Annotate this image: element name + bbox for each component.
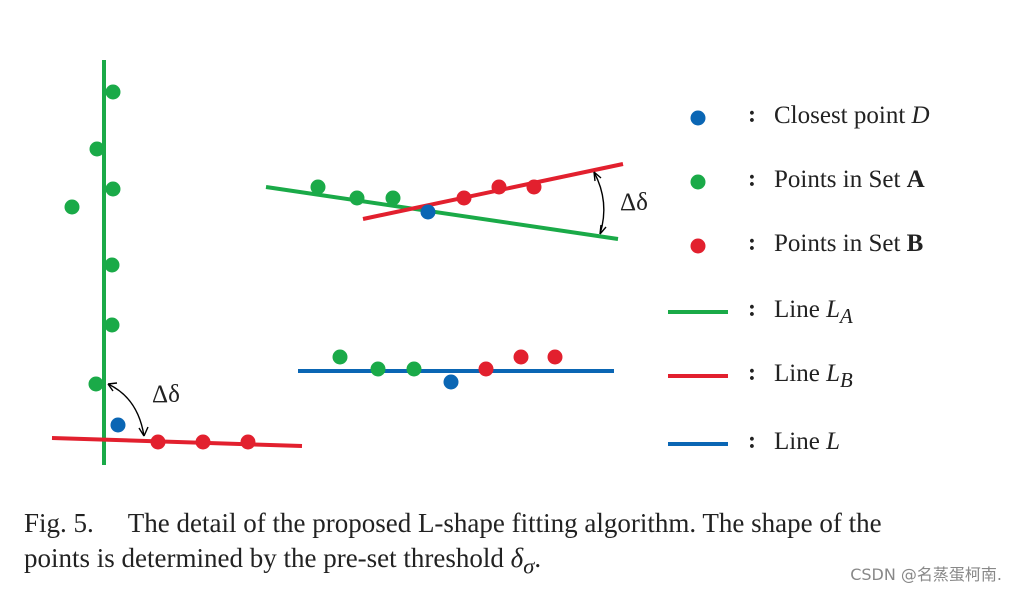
left-green-points xyxy=(64,84,121,392)
left-horizontal-line-b xyxy=(51,436,303,448)
figure-number: Fig. 5. xyxy=(24,508,94,538)
red-point xyxy=(547,349,563,365)
red-point xyxy=(456,190,472,206)
upper-angle-arrow-bottom xyxy=(599,224,607,235)
red-point xyxy=(150,434,166,450)
legend-label: Line L xyxy=(774,428,840,455)
left-angle-arrow-top xyxy=(107,382,118,392)
fitting-diagram: Δδ Δδ xyxy=(51,60,648,465)
lower-closest-point-d xyxy=(443,374,459,390)
legend-label: Line LB xyxy=(774,360,853,392)
left-angle-arrow-bottom xyxy=(138,426,149,437)
threshold-symbol: δ xyxy=(510,543,524,573)
upper-line-a xyxy=(265,185,619,241)
blue-line-icon xyxy=(668,442,728,446)
lower-red-points xyxy=(478,349,563,377)
legend-colon: : xyxy=(748,296,756,322)
left-angle-label: Δδ xyxy=(152,381,180,408)
green-point xyxy=(88,376,104,392)
green-point xyxy=(349,190,365,206)
green-point xyxy=(105,84,121,100)
red-point xyxy=(526,179,542,195)
legend-row-closest-point: : Closest point D xyxy=(660,96,990,136)
legend-label: Points in Set A xyxy=(774,166,925,193)
red-dot-icon xyxy=(690,238,706,254)
legend-colon: : xyxy=(748,102,756,128)
green-point xyxy=(104,257,120,273)
red-line-icon xyxy=(668,374,728,378)
upper-red-points xyxy=(456,179,542,206)
figure-caption: Fig. 5. The detail of the proposed L-shap… xyxy=(24,506,994,583)
upper-angle-arrow-top xyxy=(593,171,602,182)
legend-colon: : xyxy=(748,230,756,256)
red-point xyxy=(195,434,211,450)
caption-line-1: Fig. 5. The detail of the proposed L-shap… xyxy=(24,506,994,541)
left-closest-point-d xyxy=(110,417,126,433)
legend-colon: : xyxy=(748,360,756,386)
red-point xyxy=(491,179,507,195)
lower-green-points xyxy=(332,349,422,377)
caption-text-1: The detail of the proposed L-shape fitti… xyxy=(127,508,882,538)
green-point xyxy=(406,361,422,377)
legend-colon: : xyxy=(748,428,756,454)
green-line-icon xyxy=(668,310,728,314)
upper-green-points xyxy=(310,179,401,206)
green-point xyxy=(64,199,80,215)
green-point xyxy=(89,141,105,157)
watermark: CSDN @名蒸蛋柯南. xyxy=(850,565,1002,584)
green-point xyxy=(332,349,348,365)
caption-line-2: points is determined by the pre-set thre… xyxy=(24,541,994,583)
legend-row-line-lb: : Line LB xyxy=(660,354,990,394)
caption-text-2: points is determined by the pre-set thre… xyxy=(24,543,511,573)
green-point xyxy=(310,179,326,195)
legend-row-set-b: : Points in Set B xyxy=(660,224,990,264)
legend-label: Line LA xyxy=(774,296,853,328)
green-point xyxy=(105,181,121,197)
left-angle-arc xyxy=(107,383,145,437)
legend-colon: : xyxy=(748,166,756,192)
green-point xyxy=(370,361,386,377)
green-dot-icon xyxy=(690,174,706,190)
red-point xyxy=(478,361,494,377)
green-point xyxy=(385,190,401,206)
left-red-points xyxy=(150,434,256,450)
legend-row-line-l: : Line L xyxy=(660,422,990,462)
legend-label: Points in Set B xyxy=(774,230,924,257)
upper-angle-label: Δδ xyxy=(620,189,648,216)
legend-label: Closest point D xyxy=(774,102,930,129)
red-point xyxy=(240,434,256,450)
green-point xyxy=(104,317,120,333)
upper-closest-point-d xyxy=(420,204,436,220)
threshold-subscript: σ xyxy=(523,553,535,579)
legend-row-line-la: : Line LA xyxy=(660,290,990,330)
red-point xyxy=(513,349,529,365)
upper-angle-arc xyxy=(593,171,605,235)
blue-dot-icon xyxy=(690,110,706,126)
legend-row-set-a: : Points in Set A xyxy=(660,160,990,200)
caption-end: . xyxy=(534,543,542,573)
